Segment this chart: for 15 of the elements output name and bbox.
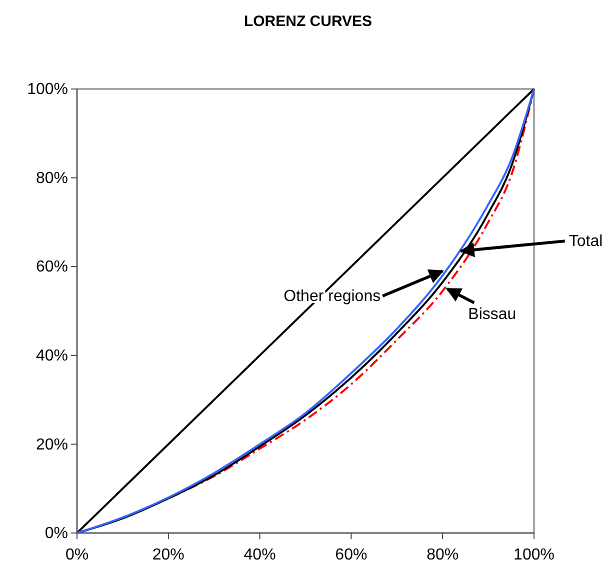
x-tick-label: 100% [514,546,554,564]
x-tick-label: 80% [426,546,459,564]
y-tick-label: 100% [27,81,68,98]
annotation: Total [568,233,603,250]
y-tick-label: 0% [44,525,68,542]
x-tick-label: 60% [335,546,368,564]
x-tick-label: 20% [152,546,184,564]
y-tick-label: 40% [36,348,68,365]
chart-title: LORENZ CURVES [244,13,372,30]
x-tick-label: 0% [65,546,89,564]
annotation: Bissau [468,306,516,323]
y-tick-label: 80% [36,170,68,187]
y-tick-label: 20% [36,436,68,454]
y-tick-label: 60% [36,258,68,276]
x-tick-label: 40% [244,546,276,564]
